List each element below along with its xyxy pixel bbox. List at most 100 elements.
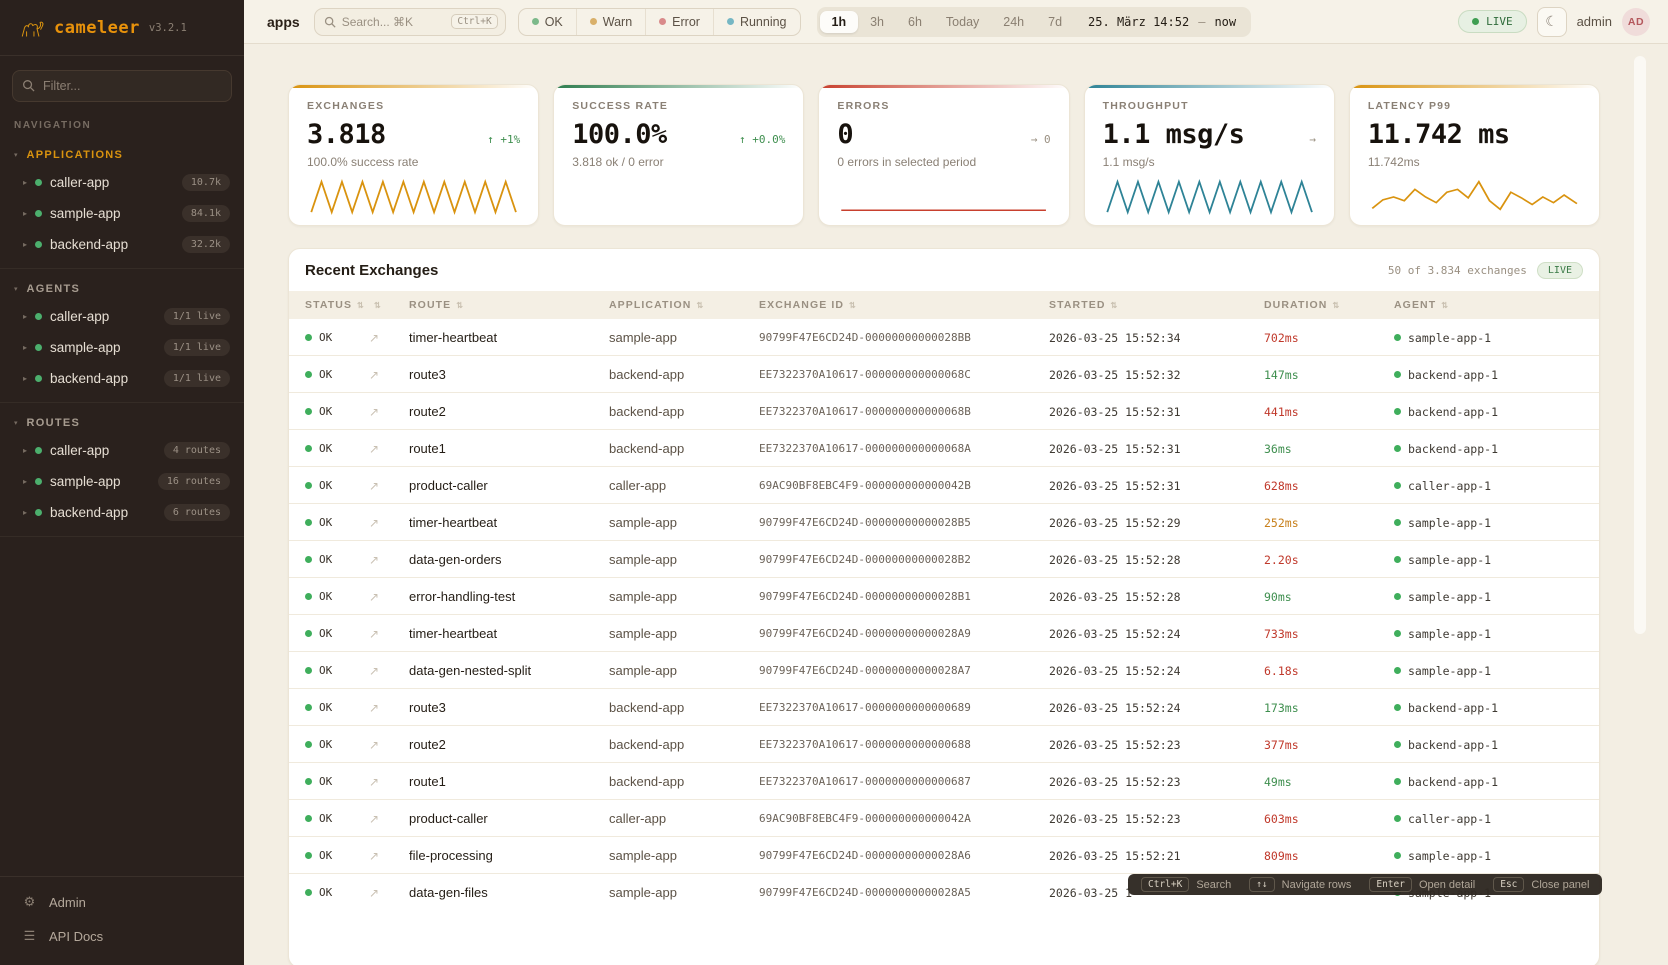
exchange-row[interactable]: OK ↗ route1 backend-app EE7322370A10617-… — [289, 762, 1599, 800]
sort-icon[interactable]: ⇅ — [1110, 301, 1119, 310]
exchange-row[interactable]: OK ↗ error-handling-test sample-app 9079… — [289, 577, 1599, 615]
column-header-arrow[interactable]: ⇅ — [369, 291, 409, 319]
open-detail-icon[interactable]: ↗ — [369, 688, 409, 726]
sidebar-item-caller-app[interactable]: ▸ caller-app 1/1 live — [0, 301, 244, 332]
topbar: apps Ctrl+K OK Warn Error Running 1h3h6h… — [244, 0, 1668, 44]
section-header-routes[interactable]: ▾ ROUTES — [0, 409, 244, 435]
time-range-display[interactable]: 25. März 14:52 — now — [1088, 15, 1236, 29]
sort-icon[interactable]: ⇅ — [374, 301, 382, 310]
open-detail-icon[interactable]: ↗ — [369, 614, 409, 652]
filter-warn[interactable]: Warn — [575, 8, 645, 35]
exchange-row[interactable]: OK ↗ file-processing sample-app 90799F47… — [289, 836, 1599, 874]
sidebar-item-caller-app[interactable]: ▸ caller-app 10.7k — [0, 167, 244, 198]
app-logo: cameleer v3.2.1 — [0, 0, 244, 56]
open-detail-icon[interactable]: ↗ — [369, 503, 409, 541]
sort-icon[interactable]: ⇅ — [1441, 301, 1450, 310]
live-toggle[interactable]: LIVE — [1458, 10, 1527, 33]
open-detail-icon[interactable]: ↗ — [369, 355, 409, 393]
metric-subtitle: 3.818 ok / 0 error — [572, 155, 664, 169]
item-label: sample-app — [50, 474, 121, 489]
time-range-today[interactable]: Today — [934, 11, 991, 33]
time-range-24h[interactable]: 24h — [991, 11, 1036, 33]
agent-cell: sample-app-1 — [1394, 614, 1599, 652]
column-header-agent[interactable]: AGENT ⇅ — [1394, 291, 1599, 319]
status-dot-icon — [35, 210, 43, 217]
started-cell: 2026-03-25 15:52:24 — [1049, 688, 1264, 726]
sort-icon[interactable]: ⇅ — [456, 301, 465, 310]
metric-label: LATENCY P99 — [1367, 100, 1452, 112]
open-detail-icon[interactable]: ↗ — [369, 836, 409, 874]
column-header-started[interactable]: STARTED ⇅ — [1049, 291, 1264, 319]
avatar[interactable]: AD — [1622, 7, 1650, 36]
search-input[interactable] — [341, 14, 446, 29]
search-shortcut-chip: Ctrl+K — [451, 14, 498, 29]
route-cell: route2 — [409, 725, 609, 763]
exchange-row[interactable]: OK ↗ timer-heartbeat sample-app 90799F47… — [289, 503, 1599, 541]
filter-error[interactable]: Error — [645, 8, 713, 35]
time-range-7d[interactable]: 7d — [1036, 11, 1074, 33]
exchange-row[interactable]: OK ↗ product-caller caller-app 69AC90BF8… — [289, 466, 1599, 504]
sidebar-item-sample-app[interactable]: ▸ sample-app 84.1k — [0, 198, 244, 229]
metric-value: 100.0% — [572, 119, 667, 150]
exchange-row[interactable]: OK ↗ product-caller caller-app 69AC90BF8… — [289, 799, 1599, 837]
started-cell: 2026-03-25 15:52:29 — [1049, 503, 1264, 541]
sidebar-item-caller-app[interactable]: ▸ caller-app 4 routes — [0, 435, 244, 466]
section-header-agents[interactable]: ▾ AGENTS — [0, 275, 244, 301]
sidebar-item-backend-app[interactable]: ▸ backend-app 6 routes — [0, 497, 244, 528]
status-dot-icon — [726, 18, 734, 25]
column-header-duration[interactable]: DURATION ⇅ — [1264, 291, 1394, 319]
exchange-row[interactable]: OK ↗ timer-heartbeat sample-app 90799F47… — [289, 614, 1599, 652]
open-detail-icon[interactable]: ↗ — [369, 577, 409, 615]
column-header-application[interactable]: APPLICATION ⇅ — [609, 291, 759, 319]
search-box[interactable]: Ctrl+K — [313, 7, 506, 36]
metric-card-errors: ERRORS 0 → 0 0 errors in selected period — [818, 84, 1070, 226]
shortcut-label: Open detail — [1418, 878, 1476, 891]
sort-icon[interactable]: ⇅ — [1332, 301, 1341, 310]
time-range-6h[interactable]: 6h — [896, 11, 934, 33]
sidebar-item-sample-app[interactable]: ▸ sample-app 1/1 live — [0, 332, 244, 363]
filter-running[interactable]: Running — [712, 8, 800, 35]
sort-icon[interactable]: ⇅ — [849, 301, 857, 310]
open-detail-icon[interactable]: ↗ — [369, 651, 409, 689]
agent-dot-icon — [1394, 445, 1401, 452]
section-header-applications[interactable]: ▾ APPLICATIONS — [0, 141, 244, 167]
chevron-right-icon: ▸ — [23, 343, 28, 352]
exchange-row[interactable]: OK ↗ data-gen-orders sample-app 90799F47… — [289, 540, 1599, 578]
exchange-row[interactable]: OK ↗ timer-heartbeat sample-app 90799F47… — [289, 319, 1599, 356]
sidebar-item-backend-app[interactable]: ▸ backend-app 32.2k — [0, 229, 244, 260]
item-label: caller-app — [50, 309, 110, 324]
ok-dot-icon — [305, 852, 312, 859]
column-header-route[interactable]: ROUTE ⇅ — [409, 291, 609, 319]
open-detail-icon[interactable]: ↗ — [369, 873, 409, 910]
exchange-row[interactable]: OK ↗ route3 backend-app EE7322370A10617-… — [289, 688, 1599, 726]
theme-toggle-button[interactable]: ☾ — [1536, 6, 1567, 37]
sidebar-item-admin[interactable]: ⚙ Admin — [0, 885, 244, 919]
exchange-row[interactable]: OK ↗ route2 backend-app EE7322370A10617-… — [289, 725, 1599, 763]
sidebar-item-backend-app[interactable]: ▸ backend-app 1/1 live — [0, 363, 244, 394]
exchange-row[interactable]: OK ↗ route1 backend-app EE7322370A10617-… — [289, 429, 1599, 467]
open-detail-icon[interactable]: ↗ — [369, 762, 409, 800]
exchange-row[interactable]: OK ↗ data-gen-nested-split sample-app 90… — [289, 651, 1599, 689]
open-detail-icon[interactable]: ↗ — [369, 429, 409, 467]
time-range-1h[interactable]: 1h — [819, 10, 859, 33]
exchange-row[interactable]: OK ↗ route3 backend-app EE7322370A10617-… — [289, 355, 1599, 393]
exchange-row[interactable]: OK ↗ route2 backend-app EE7322370A10617-… — [289, 392, 1599, 430]
filter-input[interactable] — [12, 70, 232, 102]
open-detail-icon[interactable]: ↗ — [369, 725, 409, 763]
open-detail-icon[interactable]: ↗ — [369, 330, 380, 345]
scrollbar[interactable] — [1634, 56, 1646, 634]
column-header-status[interactable]: STATUS ⇅ — [289, 291, 369, 319]
open-detail-icon[interactable]: ↗ — [369, 540, 409, 578]
open-detail-icon[interactable]: ↗ — [369, 392, 409, 430]
open-detail-icon[interactable]: ↗ — [369, 799, 409, 837]
sort-icon[interactable]: ⇅ — [696, 301, 705, 310]
column-header-exchange-id[interactable]: EXCHANGE ID ⇅ — [759, 291, 1049, 319]
application-cell: sample-app — [609, 330, 677, 345]
sidebar-item-api-docs[interactable]: ☰ API Docs — [0, 919, 244, 953]
time-range-3h[interactable]: 3h — [858, 11, 896, 33]
duration-cell: 733ms — [1264, 614, 1394, 652]
open-detail-icon[interactable]: ↗ — [369, 466, 409, 504]
filter-ok[interactable]: OK — [519, 9, 576, 35]
sidebar-item-sample-app[interactable]: ▸ sample-app 16 routes — [0, 466, 244, 497]
sort-icon[interactable]: ⇅ — [357, 301, 365, 310]
